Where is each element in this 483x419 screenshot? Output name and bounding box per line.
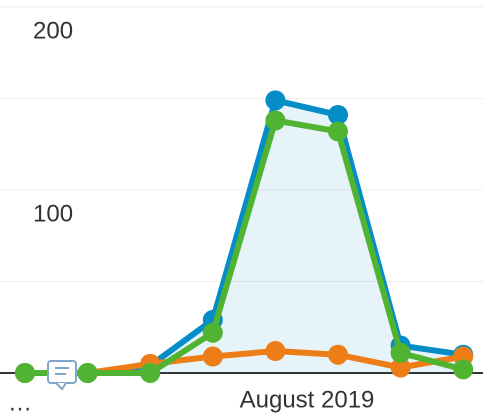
point (15, 363, 35, 383)
y-tick-label: 200 (33, 17, 73, 44)
point (265, 90, 286, 111)
annotation-icon (47, 360, 77, 391)
point (140, 363, 161, 383)
point (390, 342, 411, 363)
point (202, 322, 223, 343)
point (202, 346, 223, 367)
point (265, 110, 286, 131)
point (453, 359, 474, 380)
point (328, 104, 348, 125)
point (265, 341, 286, 362)
point (77, 363, 98, 383)
point (328, 121, 348, 142)
line (25, 117, 464, 376)
plot: 100 200 (0, 6, 483, 383)
x-axis-label: August 2019 (240, 386, 375, 413)
ellipsis: … (8, 389, 32, 416)
point (390, 357, 411, 378)
y-tick-label: 100 (33, 200, 73, 227)
point (328, 344, 348, 365)
